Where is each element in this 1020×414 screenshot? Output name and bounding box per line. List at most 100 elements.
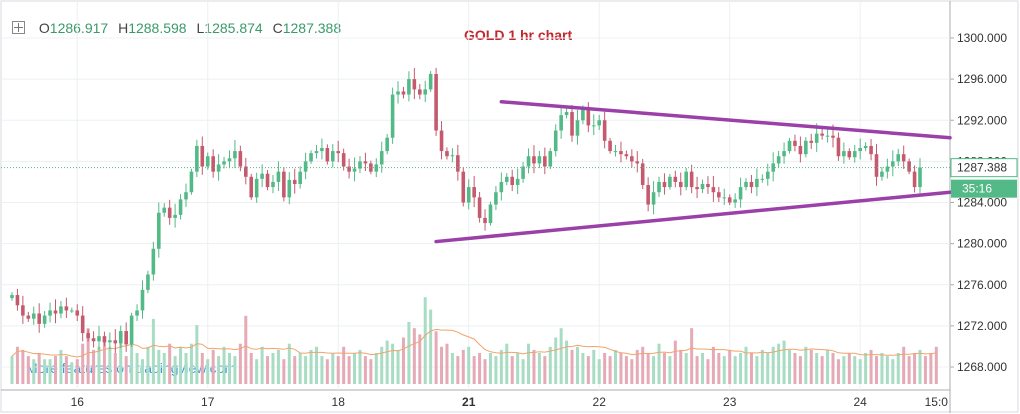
candle-body bbox=[863, 145, 868, 149]
candle-body bbox=[167, 207, 172, 218]
trendline-lower bbox=[434, 190, 952, 244]
volume-bar bbox=[353, 353, 357, 384]
volume-bar bbox=[624, 356, 628, 384]
candle-body bbox=[673, 176, 678, 182]
candle-body bbox=[564, 112, 569, 116]
volume-bar bbox=[48, 359, 52, 384]
candle-body bbox=[847, 151, 852, 158]
candle-body bbox=[504, 176, 509, 182]
volume-bar bbox=[934, 346, 938, 384]
volume-bar bbox=[494, 356, 498, 384]
close-value: 1287.388 bbox=[282, 20, 342, 36]
candle-body bbox=[804, 140, 808, 155]
candle-body bbox=[309, 153, 313, 162]
candle-body bbox=[423, 89, 428, 95]
volume-bar bbox=[815, 353, 819, 384]
volume-bar bbox=[21, 349, 25, 384]
volume-bar bbox=[896, 353, 900, 384]
x-tick-label: 21 bbox=[462, 395, 476, 409]
candle-body bbox=[548, 151, 553, 167]
volume-bar bbox=[43, 359, 47, 384]
volume-bar bbox=[662, 353, 666, 384]
volume-bar bbox=[314, 346, 318, 384]
candle-body bbox=[559, 115, 563, 131]
candle-body bbox=[249, 176, 254, 198]
volume-bar bbox=[554, 337, 558, 384]
candle-body bbox=[347, 166, 351, 172]
volume-bar bbox=[804, 346, 808, 384]
volume-bar bbox=[630, 359, 634, 384]
candle-body bbox=[173, 214, 177, 218]
volume-bar bbox=[668, 356, 672, 384]
candle-body bbox=[586, 109, 591, 126]
candle-body bbox=[42, 315, 47, 324]
expand-icon[interactable] bbox=[12, 21, 25, 34]
candle-body bbox=[825, 135, 830, 137]
candle-body bbox=[265, 173, 270, 188]
volume-bar bbox=[396, 349, 400, 384]
candle-body bbox=[396, 91, 400, 95]
volume-bar bbox=[467, 346, 471, 384]
volume-bar bbox=[592, 349, 596, 384]
volume-bar bbox=[162, 353, 166, 384]
low-value: 1285.874 bbox=[204, 20, 263, 36]
volume-bar bbox=[891, 359, 895, 384]
volume-bar bbox=[864, 353, 868, 384]
open-label: O bbox=[38, 20, 50, 36]
volume-bar bbox=[37, 353, 41, 384]
candle-body bbox=[782, 151, 786, 157]
volume-bar bbox=[771, 346, 775, 384]
candle-body bbox=[706, 183, 710, 188]
candle-body bbox=[499, 181, 504, 193]
volume-ma-line bbox=[11, 328, 937, 358]
volume-bar bbox=[597, 359, 601, 384]
candle-body bbox=[352, 168, 357, 172]
volume-bar bbox=[206, 359, 210, 384]
y-tick-label: 1296.000 bbox=[957, 72, 1007, 86]
candle-body bbox=[64, 306, 69, 311]
volume-bar bbox=[673, 340, 677, 384]
last-price-badge bbox=[950, 158, 1018, 178]
volume-bar bbox=[266, 356, 270, 384]
volume-bar bbox=[929, 353, 933, 384]
volume-bar bbox=[885, 356, 889, 384]
y-tick-label: 1300.000 bbox=[957, 31, 1007, 45]
volume-bar bbox=[521, 359, 525, 384]
candle-body bbox=[912, 171, 917, 188]
candle-body bbox=[591, 125, 596, 127]
volume-bar bbox=[744, 346, 748, 384]
candle-body bbox=[243, 166, 248, 177]
volume-bar bbox=[298, 353, 302, 384]
volume-bar bbox=[499, 349, 503, 384]
candle-body bbox=[483, 217, 487, 224]
low-label: L bbox=[196, 20, 205, 36]
volume-bar bbox=[918, 349, 922, 384]
volume-bar bbox=[391, 343, 395, 384]
candle-body bbox=[858, 148, 862, 152]
volume-bar bbox=[853, 356, 857, 384]
candle-body bbox=[314, 151, 319, 154]
volume-bar bbox=[565, 340, 569, 384]
candle-body bbox=[10, 295, 14, 299]
volume-bar bbox=[755, 356, 759, 384]
volume-bar bbox=[907, 356, 911, 384]
x-tick-label: 17 bbox=[201, 395, 215, 409]
volume-bar bbox=[641, 346, 645, 384]
volume-bar bbox=[64, 356, 68, 384]
candle-body bbox=[227, 158, 232, 162]
candle-body bbox=[787, 140, 792, 152]
volume-bar bbox=[249, 353, 253, 384]
volume-bar bbox=[276, 349, 280, 384]
volume-bar bbox=[646, 353, 650, 384]
candle-body bbox=[874, 154, 879, 177]
candle-body bbox=[108, 340, 112, 343]
candle-body bbox=[211, 156, 215, 172]
candle-body bbox=[298, 171, 302, 184]
volume-bar bbox=[923, 356, 927, 384]
volume-bar bbox=[81, 343, 85, 384]
candle-body bbox=[809, 140, 814, 143]
candle-body bbox=[798, 145, 803, 155]
volume-bar bbox=[581, 353, 585, 384]
